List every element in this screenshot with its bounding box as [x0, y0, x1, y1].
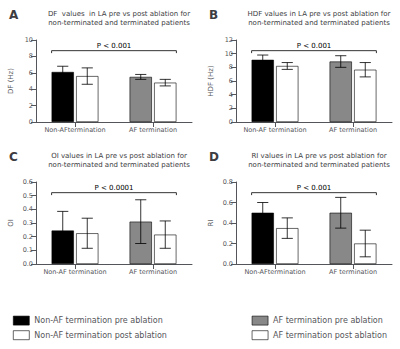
svg-text:2: 2 — [29, 102, 33, 110]
svg-text:Non-AF termination: Non-AF termination — [43, 268, 106, 276]
svg-text:OI: OI — [7, 219, 15, 227]
svg-text:8: 8 — [29, 52, 33, 60]
svg-text:P < 0.0001: P < 0.0001 — [94, 184, 133, 192]
svg-text:AF termination post ablation: AF termination post ablation — [273, 331, 387, 340]
svg-text:Non-AF termination pre ablatio: Non-AF termination pre ablation — [34, 316, 162, 325]
svg-text:DF values in LA pre vs post: DF values in LA pre vs post ablation for — [48, 10, 190, 18]
svg-text:0.1: 0.1 — [23, 246, 33, 254]
svg-text:0: 0 — [229, 118, 233, 126]
svg-text:AF termination: AF termination — [129, 126, 177, 134]
svg-text:RI values in LA pre vs post ab: RI values in LA pre vs post ablation for — [251, 152, 386, 160]
svg-text:0.2: 0.2 — [223, 240, 233, 248]
svg-text:8: 8 — [229, 63, 233, 71]
svg-text:10: 10 — [225, 50, 233, 58]
svg-text:4: 4 — [229, 91, 233, 99]
svg-text:0.0: 0.0 — [23, 260, 33, 268]
svg-text:HDF values in LA pre vs post a: HDF values in LA pre vs post ablation fo… — [248, 10, 391, 18]
svg-text:Non-AFtermination: Non-AFtermination — [44, 126, 105, 134]
svg-text:0.5: 0.5 — [23, 192, 33, 200]
svg-text:non-terminated and terminated: non-terminated and terminated patients — [248, 161, 390, 169]
svg-text:P < 0.001: P < 0.001 — [297, 42, 332, 50]
svg-text:Non-AFtermination: Non-AFtermination — [244, 268, 305, 276]
svg-text:Non-AF termination post ablati: Non-AF termination post ablation — [34, 331, 167, 340]
svg-text:Non-AF termination: Non-AF termination — [243, 126, 306, 134]
svg-text:2: 2 — [229, 104, 233, 112]
svg-text:0.4: 0.4 — [23, 205, 33, 213]
svg-text:AF termination pre ablation: AF termination pre ablation — [273, 316, 383, 325]
svg-text:B: B — [209, 8, 218, 22]
svg-text:6: 6 — [229, 77, 233, 85]
svg-text:AF termination: AF termination — [329, 268, 377, 276]
svg-text:non-terminated and terminated: non-terminated and terminated patients — [48, 19, 190, 27]
svg-text:D: D — [209, 150, 219, 164]
svg-text:0.6: 0.6 — [23, 178, 33, 186]
svg-text:12: 12 — [225, 36, 233, 44]
svg-text:P < 0.001: P < 0.001 — [97, 42, 132, 50]
svg-text:0.0: 0.0 — [223, 260, 233, 268]
svg-text:non-terminated and terminated: non-terminated and terminated patients — [248, 19, 390, 27]
svg-text:0.2: 0.2 — [23, 233, 33, 241]
svg-text:OI values in LA pre vs post ab: OI values in LA pre vs post ablation for — [51, 152, 187, 160]
svg-text:DF (Hz): DF (Hz) — [7, 68, 15, 94]
svg-text:0.6: 0.6 — [223, 199, 233, 207]
svg-text:4: 4 — [29, 85, 33, 93]
svg-text:10: 10 — [25, 36, 33, 44]
svg-text:6: 6 — [29, 69, 33, 77]
svg-text:HDF (Hz): HDF (Hz) — [207, 65, 215, 97]
svg-text:0.8: 0.8 — [223, 178, 233, 186]
svg-text:P < 0.001: P < 0.001 — [297, 184, 332, 192]
svg-text:AF termination: AF termination — [129, 268, 177, 276]
svg-text:0.3: 0.3 — [23, 219, 33, 227]
svg-text:A: A — [9, 8, 19, 22]
svg-text:0.4: 0.4 — [223, 219, 233, 227]
svg-text:C: C — [9, 150, 18, 164]
svg-text:RI: RI — [207, 220, 215, 227]
svg-text:non-terminated and terminated: non-terminated and terminated patients — [48, 161, 190, 169]
svg-text:AF termination: AF termination — [329, 126, 377, 134]
svg-text:0: 0 — [29, 118, 33, 126]
